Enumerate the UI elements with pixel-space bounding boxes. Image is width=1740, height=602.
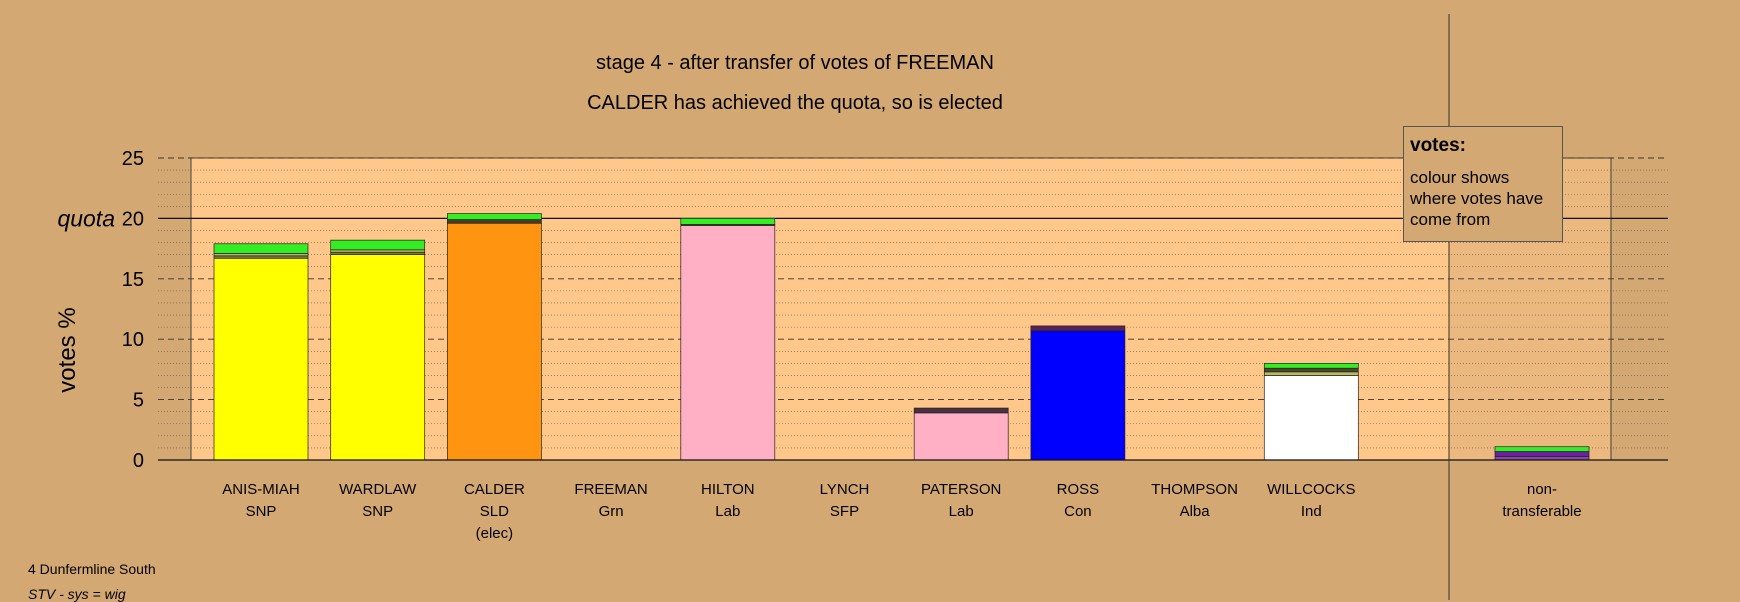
candidate-label: WILLCOCKS Ind — [1251, 479, 1371, 523]
candidate-label-line: ROSS — [1056, 481, 1100, 498]
plot-area — [190, 157, 1612, 461]
nontransferable-label: non-transferable — [1482, 479, 1602, 523]
candidate-label-line: non- — [1526, 481, 1558, 498]
bar-segment — [330, 251, 426, 255]
candidate-label-line: ANIS-MIAH — [222, 481, 300, 498]
y-tick-label: 25 — [122, 148, 144, 170]
candidate-label-line: Grn — [598, 503, 624, 520]
y-axis-label: votes % — [54, 307, 81, 393]
bar-segment — [1263, 371, 1359, 376]
chart-subtitle: CALDER has achieved the quota, so is ele… — [587, 92, 1003, 114]
bar-segment — [1030, 325, 1126, 332]
bar-segment — [330, 239, 426, 251]
bar-segment — [447, 213, 542, 220]
candidate-label-line: THOMPSON — [1151, 481, 1238, 498]
nontransferable-segment — [1494, 446, 1590, 452]
candidate-label-line: SLD — [479, 503, 509, 520]
candidate-label-line: CALDER — [463, 481, 525, 498]
y-tick-label: 10 — [122, 329, 144, 351]
bar-segment — [913, 407, 1009, 414]
candidate-label: HILTON Lab — [668, 479, 788, 523]
candidate-label-line: (elec) — [475, 525, 514, 542]
bar-segment — [447, 219, 542, 224]
candidate-label-line: transferable — [1502, 503, 1582, 520]
candidate-label-line: FREEMAN — [574, 481, 648, 498]
bar-segment — [330, 254, 426, 461]
quota-label: quota — [57, 205, 115, 231]
candidate-label: CALDER SLD (elec) — [434, 479, 554, 545]
y-tick-label: 15 — [122, 269, 144, 291]
candidate-label-line: LYNCH — [819, 481, 870, 498]
candidate-label-line: PATERSON — [921, 481, 1002, 498]
bar-segment — [680, 218, 776, 225]
legend-box: votes: colour shows where votes have com… — [1403, 126, 1563, 242]
y-tick-label: 0 — [133, 450, 144, 472]
bar-segment — [1030, 330, 1126, 461]
candidate-label-line: Con — [1064, 503, 1092, 520]
bar-segment — [1263, 375, 1359, 461]
bar-segment — [213, 253, 309, 257]
candidate-label: FREEMAN Grn — [551, 479, 671, 523]
candidate-label-line: SNP — [245, 503, 277, 520]
candidate-label-line: Alba — [1179, 503, 1210, 520]
candidate-label: PATERSON Lab — [901, 479, 1021, 523]
system-label: STV - sys = wig — [28, 586, 126, 602]
candidate-label: LYNCH SFP — [785, 479, 905, 523]
candidate-label: THOMPSON Alba — [1135, 479, 1255, 523]
bar-segment — [447, 222, 542, 461]
bar-segment — [1263, 363, 1359, 369]
candidate-label-line: WILLCOCKS — [1267, 481, 1356, 498]
candidate-label: WARDLAW SNP — [318, 479, 438, 523]
candidate-label-line: WARDLAW — [339, 481, 417, 498]
y-tick-label: 20 — [122, 208, 144, 230]
legend-text: colour shows where votes have come from — [1410, 168, 1544, 229]
bar-segment — [680, 225, 776, 461]
bar-segment — [213, 257, 309, 461]
candidate-label: ANIS-MIAH SNP — [201, 479, 321, 523]
bar-segment — [213, 255, 309, 259]
bar-segment — [330, 249, 426, 253]
bar-segment — [1263, 367, 1359, 373]
y-tick-label: 5 — [133, 390, 144, 412]
legend-title: votes: — [1410, 135, 1466, 156]
candidate-label-line: Lab — [948, 503, 974, 520]
candidate-label-line: HILTON — [700, 481, 755, 498]
candidate-label-line: SFP — [829, 503, 860, 520]
nontransferable-segment — [1494, 451, 1590, 457]
constituency-label: 4 Dunfermline South — [28, 561, 156, 577]
chart-title: stage 4 - after transfer of votes of FRE… — [596, 52, 994, 74]
candidate-label-line: SNP — [362, 503, 394, 520]
candidate-label-line: Lab — [715, 503, 741, 520]
candidate-label: ROSS Con — [1018, 479, 1138, 523]
bar-segment — [213, 243, 309, 254]
candidate-label-line: Ind — [1300, 503, 1322, 520]
bar-segment — [913, 412, 1009, 461]
